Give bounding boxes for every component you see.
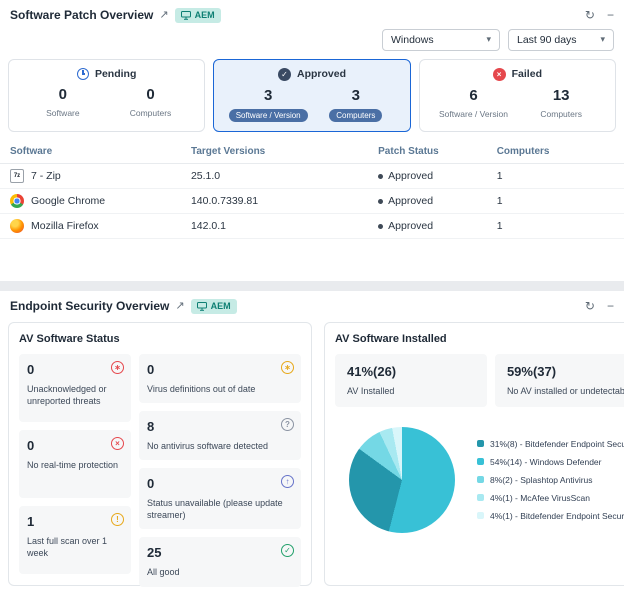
failed-software-stat: 6 Software / Version (439, 86, 508, 120)
patch-stat-cards: Pending 0 Software 0 Computers ✓ Appr (0, 58, 624, 133)
status-unavailable-tile[interactable]: 0 ↑ Status unavailable (please update st… (139, 468, 301, 530)
pending-icon (76, 67, 89, 80)
date-range-value: Last 90 days (517, 33, 577, 46)
pending-card[interactable]: Pending 0 Software 0 Computers (8, 58, 206, 133)
threats-tile[interactable]: 0 ∗ Unacknowledged or unreported threats (19, 353, 131, 422)
os-select-value: Windows (391, 33, 434, 46)
external-link-icon[interactable]: ↗ (175, 299, 185, 312)
status-dot (378, 199, 384, 205)
av-status-title: AV Software Status (19, 332, 120, 345)
chevron-down-icon: ▾ (600, 34, 605, 45)
col-header-computers: Computers (486, 140, 624, 165)
status-dot (378, 174, 384, 180)
no-realtime-protection-tile[interactable]: 0 × No real-time protection (19, 429, 131, 498)
warning-icon: ! (111, 512, 124, 526)
patch-filter-row: Windows ▾ Last 90 days ▾ (0, 27, 624, 59)
av-pie-chart[interactable] (349, 426, 455, 533)
av-installed-stat: 41%(26) AV Installed (335, 353, 487, 407)
av-installed-title: AV Software Installed (335, 332, 447, 345)
patch-table-header-row: Software Target Versions Patch Status Co… (0, 140, 624, 165)
status-text: Approved (388, 170, 434, 183)
patch-table: Software Target Versions Patch Status Co… (0, 140, 624, 240)
legend-dot (477, 512, 484, 520)
security-panel-title: Endpoint Security Overview (10, 299, 170, 314)
col-header-target-versions: Target Versions (180, 140, 369, 165)
refresh-icon[interactable]: ↻ (584, 299, 595, 314)
all-good-tile[interactable]: 25 ✓ All good (139, 537, 301, 587)
firefox-icon (10, 219, 24, 234)
computers-pill: Computers (329, 109, 383, 123)
legend-item: 54%(14) - Windows Defender (477, 457, 624, 467)
approved-card[interactable]: ✓ Approved 3 Software / Version 3 Comput… (213, 58, 411, 133)
failed-computers-stat: 13 Computers (540, 86, 582, 120)
collapse-icon[interactable]: − (606, 299, 614, 314)
failed-x-icon: × (492, 67, 506, 81)
failed-label: Failed (511, 68, 542, 81)
bug-icon: ∗ (281, 360, 294, 374)
no-av-stat: 59%(37) No AV installed or undetectable (494, 353, 624, 407)
refresh-icon[interactable]: ↻ (584, 8, 595, 23)
date-range-select[interactable]: Last 90 days ▾ (508, 28, 614, 51)
arrow-up-circle-icon: ↑ (281, 475, 294, 489)
pending-label: Pending (94, 67, 137, 80)
aem-badge: AEM (174, 8, 221, 23)
no-antivirus-tile[interactable]: 8 ? No antivirus software detected (139, 410, 301, 461)
chrome-icon (10, 194, 24, 209)
failed-card[interactable]: × Failed 6 Software / Version 13 Compute… (418, 58, 616, 133)
7zip-icon: 7z (10, 169, 24, 184)
security-panel-header: Endpoint Security Overview ↗ AEM ↻ − (0, 291, 624, 318)
chevron-down-icon: ▾ (486, 34, 491, 45)
av-status-card: AV Software Status 0 ∗ Unacknowledged or… (8, 321, 312, 587)
monitor-icon (196, 301, 207, 311)
status-dot (378, 224, 384, 230)
pending-card-head: Pending (19, 67, 194, 80)
pending-software-stat: 0 Software (46, 85, 80, 119)
legend-dot (477, 476, 484, 484)
threat-icon: ∗ (111, 360, 124, 374)
endpoint-security-panel: Endpoint Security Overview ↗ AEM ↻ − AV … (0, 291, 624, 602)
software-patch-panel: Software Patch Overview ↗ AEM ↻ − Window… (0, 0, 624, 281)
last-full-scan-tile[interactable]: 1 ! Last full scan over 1 week (19, 505, 131, 574)
patch-header-actions: ↻ − (585, 9, 614, 21)
software-version-pill: Software / Version (228, 109, 308, 123)
legend-dot (477, 494, 484, 502)
monitor-icon (180, 10, 191, 20)
legend-item: 4%(1) - McAfee VirusScan (477, 493, 624, 503)
status-text: Approved (388, 195, 434, 208)
col-header-patch-status: Patch Status (368, 140, 487, 165)
failed-card-head: × Failed (430, 67, 605, 81)
pending-computers-stat: 0 Computers (129, 85, 172, 119)
legend-item: 8%(2) - Splashtop Antivirus (477, 475, 624, 485)
av-installed-card: AV Software Installed 41%(26) AV Install… (324, 321, 624, 586)
approved-label: Approved (296, 68, 346, 81)
av-pie-legend: 31%(8) - Bitdefender Endpoint Security .… (477, 439, 624, 521)
approved-check-icon: ✓ (277, 67, 291, 81)
legend-item: 31%(8) - Bitdefender Endpoint Security .… (477, 439, 624, 449)
question-circle-icon: ? (281, 417, 294, 431)
table-row[interactable]: 7z 7 - Zip 25.1.0 Approved 1 (0, 163, 624, 190)
table-row[interactable]: Mozilla Firefox 142.0.1 Approved 1 (0, 213, 624, 240)
patch-panel-header: Software Patch Overview ↗ AEM ↻ − (0, 0, 624, 27)
table-row[interactable]: Google Chrome 140.0.7339.81 Approved 1 (0, 188, 624, 215)
os-select[interactable]: Windows ▾ (382, 28, 500, 51)
legend-dot (477, 458, 484, 466)
security-header-actions: ↻ − (585, 300, 614, 312)
external-link-icon[interactable]: ↗ (159, 8, 169, 21)
col-header-software: Software (0, 140, 181, 165)
x-circle-icon: × (111, 436, 124, 450)
aem-badge-label: AEM (210, 301, 231, 311)
aem-badge-label: AEM (194, 10, 215, 20)
check-circle-icon: ✓ (281, 544, 294, 558)
approved-computers-stat: 3 Computers (312, 87, 400, 123)
patch-panel-title: Software Patch Overview (10, 8, 154, 23)
legend-dot (477, 440, 484, 448)
approved-card-head: ✓ Approved (224, 67, 399, 81)
status-text: Approved (388, 220, 434, 233)
legend-item: 4%(1) - Bitdefender Endpoint Security f.… (477, 511, 624, 521)
virus-definitions-tile[interactable]: 0 ∗ Virus definitions out of date (139, 353, 301, 403)
collapse-icon[interactable]: − (606, 8, 614, 23)
aem-badge: AEM (190, 299, 237, 314)
approved-software-stat: 3 Software / Version (224, 87, 312, 123)
